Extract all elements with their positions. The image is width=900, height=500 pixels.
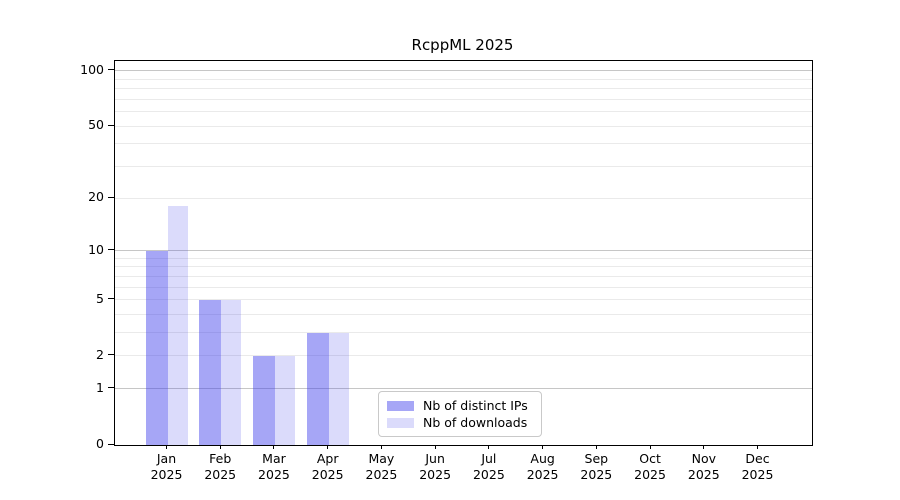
legend-label-distinct-ips: Nb of distinct IPs bbox=[423, 398, 528, 413]
x-tick-mark-jul bbox=[488, 445, 490, 449]
x-tick-label-apr: Apr 2025 bbox=[311, 451, 344, 482]
h-gridline-1 bbox=[115, 388, 812, 390]
bar-ips-feb-2025 bbox=[199, 299, 222, 445]
plot-area bbox=[114, 60, 813, 446]
y-tick-label-20: 20 bbox=[88, 189, 104, 205]
bar-downloads-jan-2025 bbox=[167, 206, 188, 445]
x-tick-mark-mar bbox=[273, 445, 275, 449]
y-tick-label-2: 2 bbox=[96, 346, 104, 362]
x-tick-label-dec: Dec 2025 bbox=[741, 451, 774, 482]
h-gridline-80 bbox=[115, 88, 812, 90]
h-gridline-60 bbox=[115, 111, 812, 113]
x-tick-label-sep: Sep 2025 bbox=[580, 451, 613, 482]
x-tick-mark-apr bbox=[327, 445, 329, 449]
x-tick-mark-aug bbox=[542, 445, 544, 449]
legend-item-downloads: Nb of downloads bbox=[387, 415, 541, 430]
h-gridline-3 bbox=[115, 332, 812, 334]
h-gridline-20 bbox=[115, 197, 812, 199]
legend-item-distinct-ips: Nb of distinct IPs bbox=[387, 398, 541, 413]
x-tick-mark-nov bbox=[703, 445, 705, 449]
bar-downloads-feb-2025 bbox=[221, 299, 242, 445]
x-tick-label-oct: Oct 2025 bbox=[634, 451, 666, 482]
h-gridline-50 bbox=[115, 125, 812, 127]
x-tick-mark-may bbox=[380, 445, 382, 449]
h-gridline-7 bbox=[115, 275, 812, 277]
legend-swatch-distinct-ips bbox=[387, 400, 414, 411]
h-gridline-70 bbox=[115, 98, 812, 100]
y-tick-label-100: 100 bbox=[80, 61, 104, 77]
bar-ips-apr-2025 bbox=[306, 332, 329, 445]
h-gridline-4 bbox=[115, 314, 812, 315]
h-gridline-2 bbox=[115, 355, 812, 357]
x-tick-label-jun: Jun 2025 bbox=[419, 451, 452, 482]
x-tick-mark-sep bbox=[595, 445, 597, 449]
y-tick-label-0: 0 bbox=[96, 436, 104, 451]
bar-downloads-apr-2025 bbox=[328, 332, 349, 445]
bar-ips-mar-2025 bbox=[252, 355, 275, 445]
y-tick-mark-5 bbox=[108, 298, 114, 300]
x-tick-label-aug: Aug 2025 bbox=[526, 451, 559, 482]
x-tick-label-nov: Nov 2025 bbox=[687, 451, 720, 482]
bar-ips-jan-2025 bbox=[145, 250, 168, 445]
bar-downloads-mar-2025 bbox=[274, 355, 295, 445]
h-gridline-9 bbox=[115, 257, 812, 259]
h-gridline-30 bbox=[115, 166, 812, 168]
x-tick-mark-dec bbox=[757, 445, 759, 449]
y-tick-mark-10 bbox=[108, 249, 114, 251]
h-gridline-5 bbox=[115, 299, 812, 301]
legend-label-downloads: Nb of downloads bbox=[423, 415, 528, 430]
h-gridline-6 bbox=[115, 286, 812, 288]
y-tick-mark-2 bbox=[108, 354, 114, 356]
x-tick-label-may: May 2025 bbox=[365, 451, 398, 482]
h-gridline-100 bbox=[115, 70, 812, 72]
h-gridline-8 bbox=[115, 266, 812, 268]
x-tick-label-jan: Jan 2025 bbox=[150, 451, 183, 482]
y-tick-label-1: 1 bbox=[96, 379, 104, 395]
legend: Nb of distinct IPs Nb of downloads bbox=[378, 391, 542, 437]
y-tick-mark-0 bbox=[108, 443, 114, 445]
chart-title: RcppML 2025 bbox=[411, 36, 514, 54]
legend-swatch-downloads bbox=[387, 417, 414, 428]
y-tick-mark-1 bbox=[108, 387, 114, 389]
x-tick-mark-jun bbox=[434, 445, 436, 449]
h-gridline-10 bbox=[115, 250, 812, 252]
y-tick-label-10: 10 bbox=[88, 241, 104, 257]
y-tick-label-5: 5 bbox=[96, 290, 104, 306]
y-tick-label-50: 50 bbox=[88, 117, 104, 133]
x-tick-mark-feb bbox=[219, 445, 221, 449]
y-tick-mark-100 bbox=[108, 69, 114, 71]
x-tick-mark-jan bbox=[166, 445, 167, 449]
h-gridline-40 bbox=[115, 143, 812, 145]
x-tick-label-feb: Feb 2025 bbox=[204, 451, 237, 482]
h-gridline-90 bbox=[115, 78, 812, 80]
x-tick-mark-oct bbox=[649, 445, 651, 449]
y-tick-mark-20 bbox=[108, 196, 114, 198]
y-tick-mark-50 bbox=[108, 124, 114, 126]
x-tick-label-mar: Mar 2025 bbox=[258, 451, 290, 482]
x-tick-label-jul: Jul 2025 bbox=[472, 451, 505, 482]
